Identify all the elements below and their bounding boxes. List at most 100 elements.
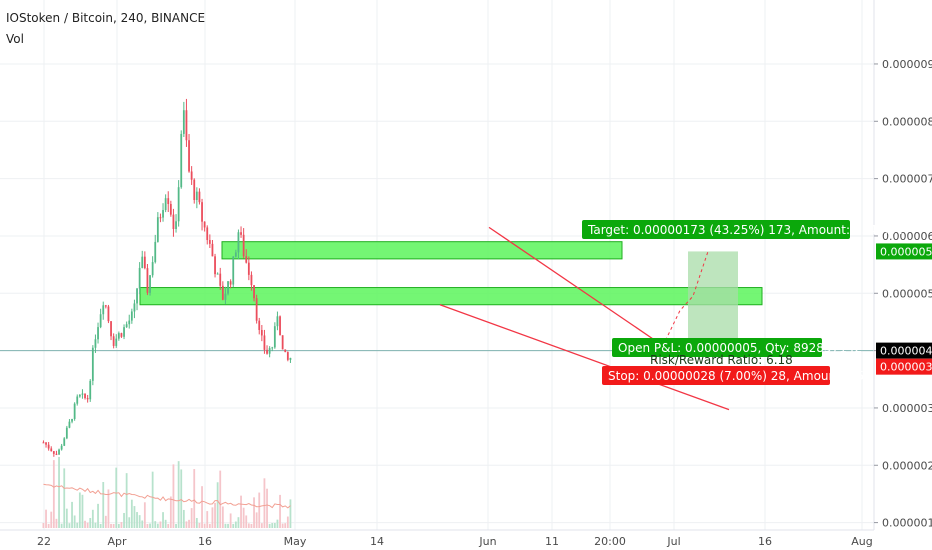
price-badge bbox=[876, 342, 932, 359]
candle-body bbox=[115, 338, 118, 346]
candle-body bbox=[169, 204, 172, 215]
candle-body bbox=[125, 324, 128, 328]
volume-bar bbox=[208, 523, 211, 528]
candle-body bbox=[68, 421, 71, 428]
time-axis[interactable]: 22 Apr 16 May 14 Jun 11 20:00 Jul 16 Aug bbox=[37, 535, 873, 548]
price-axis[interactable]: 0.00000100 0.00000200 0.00000300 0.00000400… bbox=[874, 58, 932, 530]
volume-bar bbox=[130, 499, 133, 528]
volume-bar bbox=[167, 523, 170, 528]
volume-bar bbox=[268, 523, 271, 528]
volume-bar bbox=[258, 492, 261, 528]
volume-bar bbox=[211, 507, 214, 528]
time-tick-label: 22 bbox=[37, 535, 51, 548]
volume-bar bbox=[149, 523, 151, 528]
candle-body bbox=[146, 268, 149, 293]
volume-bar bbox=[224, 523, 227, 528]
volume-bar bbox=[214, 502, 216, 528]
candle-body bbox=[65, 427, 68, 439]
risk-reward-label: Risk/Reward Ratio: 6.18 bbox=[650, 353, 793, 367]
volume-bar bbox=[123, 512, 125, 528]
volume-bar bbox=[253, 497, 255, 528]
candle-body bbox=[128, 320, 131, 325]
candle-body bbox=[141, 256, 144, 268]
volume-bar bbox=[99, 523, 102, 528]
volume-bar bbox=[68, 523, 71, 528]
candle-body bbox=[229, 281, 232, 285]
candle-body bbox=[214, 256, 216, 275]
time-tick-label: Jun bbox=[478, 535, 496, 548]
volume-bar bbox=[177, 461, 180, 528]
candle-body bbox=[63, 438, 66, 446]
trade-projection bbox=[0, 251, 874, 363]
volume-indicator-label[interactable]: Vol bbox=[6, 32, 24, 46]
candle-body bbox=[149, 275, 151, 293]
price-tick-label: 0.00000300 bbox=[882, 402, 932, 415]
candle-body bbox=[58, 449, 60, 455]
time-tick-label: 11 bbox=[545, 535, 559, 548]
profit-zone bbox=[688, 251, 738, 351]
volume-bar bbox=[47, 523, 50, 528]
candle-body bbox=[89, 380, 92, 400]
volume-bar bbox=[201, 486, 203, 528]
candle-body bbox=[281, 335, 284, 350]
volume-bar bbox=[245, 515, 248, 528]
price-tick-label: 0.00000900 bbox=[882, 58, 932, 71]
volume-bar bbox=[133, 506, 136, 528]
volume-bar bbox=[146, 523, 149, 528]
open-pnl-label: Open P&L: 0.00000005, Qty: 892857142 bbox=[618, 341, 862, 355]
candle-body bbox=[255, 298, 258, 321]
candle-body bbox=[289, 357, 292, 360]
volume-bar bbox=[138, 515, 141, 528]
volume-bar bbox=[60, 523, 63, 528]
volume-bar bbox=[263, 478, 266, 528]
candle-body bbox=[268, 348, 271, 354]
volume-bar bbox=[229, 513, 232, 528]
price-tick-label: 0.00000600 bbox=[882, 230, 932, 243]
time-tick-label: Apr bbox=[107, 535, 127, 548]
candle-body bbox=[167, 198, 170, 205]
volume-bar bbox=[190, 508, 193, 528]
volume-bar bbox=[276, 519, 279, 528]
volume-bar bbox=[73, 515, 76, 528]
volume-bar bbox=[180, 469, 183, 528]
volume-bar bbox=[227, 523, 229, 528]
candle-body bbox=[219, 273, 222, 286]
volume-bar bbox=[281, 523, 284, 528]
volume-bar bbox=[247, 523, 250, 528]
candle-body bbox=[221, 285, 224, 300]
candle-body bbox=[52, 451, 55, 454]
candle-body bbox=[81, 393, 84, 395]
candle-body bbox=[91, 347, 94, 381]
candle-body bbox=[182, 110, 185, 134]
candle-body bbox=[240, 232, 242, 235]
candle-body bbox=[164, 198, 167, 211]
volume-bar bbox=[58, 456, 60, 528]
volume-bar bbox=[128, 517, 131, 528]
volume-bar bbox=[50, 511, 53, 528]
candle-body bbox=[253, 285, 255, 299]
volume-bar bbox=[260, 523, 263, 528]
candle-body bbox=[250, 274, 253, 286]
volume-bar bbox=[136, 512, 138, 528]
volume-bar bbox=[164, 519, 167, 528]
candle-body bbox=[232, 256, 235, 285]
candle-body bbox=[227, 281, 229, 294]
candle-body bbox=[143, 256, 146, 269]
chart-title: IOStoken / Bitcoin, 240, BINANCE bbox=[6, 11, 205, 25]
volume-bar bbox=[266, 488, 268, 528]
volume-bar bbox=[84, 520, 86, 528]
candle-body bbox=[286, 352, 289, 360]
volume-bar bbox=[125, 473, 128, 528]
volume-bar bbox=[107, 489, 110, 528]
candle-body bbox=[60, 445, 63, 450]
target-label-bg bbox=[582, 220, 850, 239]
candle-body bbox=[224, 293, 227, 300]
support-zone bbox=[139, 287, 763, 306]
candle-body bbox=[284, 349, 287, 353]
volume-bar bbox=[42, 522, 45, 528]
volume-bar bbox=[115, 467, 118, 528]
price-badge-label: 0.00000573 bbox=[880, 245, 932, 258]
candle-body bbox=[97, 327, 99, 340]
candle-body bbox=[117, 333, 120, 339]
